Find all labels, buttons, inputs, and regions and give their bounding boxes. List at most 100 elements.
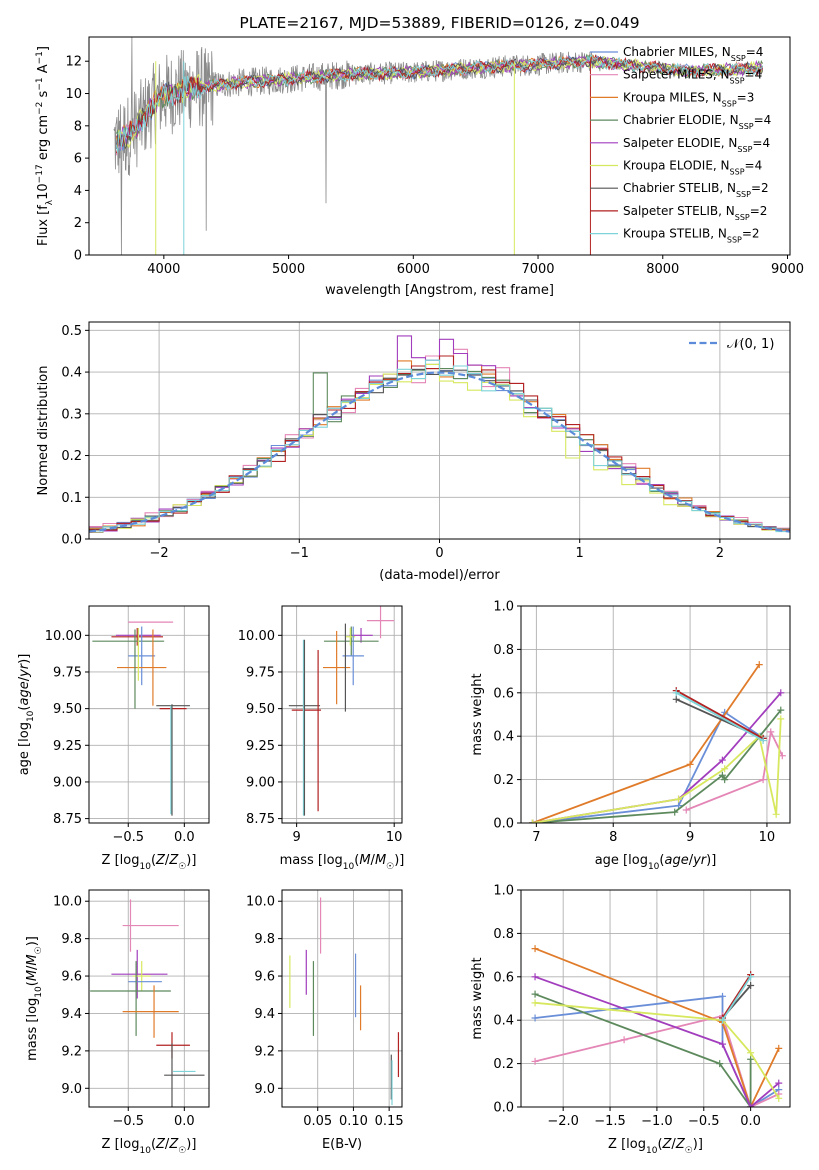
y-axis-label: mass weight (470, 957, 485, 1039)
x-tick-label: −1.0 (641, 1114, 673, 1129)
plus-marker (682, 806, 690, 814)
weight-series-line (721, 976, 752, 1021)
normal-reference-curve (89, 371, 790, 533)
legend-label-sub: SSP (739, 122, 754, 131)
legend-label-main: Salpeter MILES, N (623, 68, 730, 82)
y-tick-label: 0.6 (493, 970, 514, 985)
legend-label: Salpeter ELODIE, NSSP=4 (623, 136, 770, 154)
model-spectrum-line (115, 54, 764, 153)
histogram-series (89, 335, 790, 532)
x-axis-label: age [log10(age/yr)] (595, 853, 717, 872)
axes-residuals: −2 −1 0 1 2 0.0 0.1 0.2 0.3 0.4 0.5 (data-model)/er… (36, 321, 791, 583)
grid (521, 889, 790, 1108)
y-axis-label: mass [log10(M/M☉)] (25, 936, 44, 1061)
y-tick-label: 0.8 (493, 927, 514, 942)
errorbar-point (128, 626, 156, 686)
weight-series-line (721, 974, 752, 1019)
legend-label-sub: SSP (731, 54, 746, 63)
weight-series-line (675, 689, 764, 740)
legend-label-suffix: =4 (746, 45, 764, 59)
y-tick-label: 0 (74, 249, 82, 264)
errorbar-point (342, 626, 364, 686)
y-tick-label: 0.5 (61, 324, 82, 339)
legend-label-sub: SSP (722, 99, 737, 108)
plot-area (289, 897, 400, 1106)
axes-frame (520, 889, 791, 1108)
x-tick-label: 1 (576, 546, 584, 561)
legend-label-sub: SSP (736, 190, 751, 199)
legend-label-main: Salpeter STELIB, N (623, 204, 735, 218)
x-tick-label: 0.0 (740, 1114, 761, 1129)
weight-series-line (532, 664, 761, 823)
legend-label-suffix: =2 (750, 204, 768, 218)
y-axis-label: Flux [fλ10−17 erg cm−2 s−1 A−1] (35, 46, 55, 246)
chart-title: PLATE=2167, MJD=53889, FIBERID=0126, z=0… (239, 14, 639, 32)
y-tick-label: 0.2 (61, 449, 82, 464)
plus-marker (531, 945, 539, 953)
plus-marker (719, 1016, 727, 1024)
y-tick-label: 9.8 (254, 932, 275, 947)
x-tick-label: 0 (435, 546, 443, 561)
plus-marker (718, 771, 726, 779)
plot-area (113, 37, 764, 255)
x-tick-label: 10 (759, 830, 776, 845)
y-axis-label: Normed distribution (36, 366, 51, 496)
plus-marker (529, 819, 537, 823)
y-tick-label: 9.0 (61, 1082, 82, 1097)
plus-marker (777, 689, 785, 697)
x-tick-label: −0.5 (688, 1114, 720, 1129)
y-tick-label: 9.2 (254, 1044, 275, 1059)
plus-marker (759, 776, 767, 784)
axes-spectrum: 4000 5000 6000 7000 8000 9000 0 2 4 6 8 10 12 PLATE=2… (35, 14, 804, 298)
y-tick-label: 1.0 (493, 884, 514, 899)
x-tick-label: 7 (532, 830, 540, 845)
x-tick-label: 5000 (272, 262, 305, 277)
plus-marker (531, 1057, 539, 1065)
plus-marker (672, 695, 680, 703)
plus-marker (719, 1040, 727, 1048)
weight-series-line (534, 947, 780, 1107)
plus-marker (719, 992, 727, 1000)
legend-label-suffix: =4 (745, 159, 763, 173)
x-tick-label: 0.15 (375, 1114, 404, 1129)
plus-marker (747, 1049, 755, 1057)
plus-marker (775, 1079, 783, 1087)
y-axis-label: age [log10(age/yr)] (17, 654, 36, 776)
plus-marker (759, 737, 767, 745)
y-tick-label: 9.2 (61, 1044, 82, 1059)
x-tick-label: 0.0 (174, 830, 195, 845)
x-tick-label: 9000 (771, 262, 804, 277)
plot-area (92, 621, 190, 816)
axes-massweight_vs_Z: −2.0 −1.5 −1.0 −0.5 0.0 0.0 0.2 0.4 0.6 0.8 1.0 mas… (470, 884, 791, 1156)
legend-label-suffix: =4 (754, 113, 772, 127)
legend: 𝒩(0, 1) (689, 337, 774, 352)
weight-series-line (685, 728, 784, 811)
plus-marker (747, 973, 755, 981)
y-tick-label: 9.50 (53, 702, 82, 717)
plus-marker (721, 765, 729, 773)
y-tick-label: 9.75 (246, 665, 275, 680)
plus-marker (531, 990, 539, 998)
x-axis-label: (data-model)/error (379, 568, 500, 583)
grid (282, 606, 402, 823)
y-tick-label: 2 (74, 216, 82, 231)
model-spectrum-line (115, 54, 763, 154)
grid (282, 890, 402, 1107)
legend-label-suffix: =2 (751, 181, 769, 195)
x-tick-label: 9 (686, 830, 694, 845)
plus-marker (775, 1044, 783, 1052)
plus-marker (718, 756, 726, 764)
errorbar-point (366, 606, 395, 639)
weight-series-line (675, 692, 764, 742)
y-tick-label: 8 (74, 119, 82, 134)
x-tick-label: 10 (386, 830, 403, 845)
legend-label-main: Kroupa ELODIE, N (623, 159, 730, 173)
legend-label: Kroupa MILES, NSSP=3 (623, 90, 754, 108)
grid (89, 890, 209, 1107)
axes-mass_vs_Z: −0.5 0.0 9.0 9.2 9.4 9.6 9.8 10.0 Z [log10(Z/Z☉)… (25, 889, 210, 1156)
x-tick-label: 0.0 (174, 1114, 195, 1129)
plus-marker (778, 752, 786, 760)
x-axis-label: wavelength [Angstrom, rest frame] (325, 283, 554, 298)
x-tick-label: 0.10 (339, 1114, 368, 1129)
plus-marker (620, 1036, 628, 1044)
